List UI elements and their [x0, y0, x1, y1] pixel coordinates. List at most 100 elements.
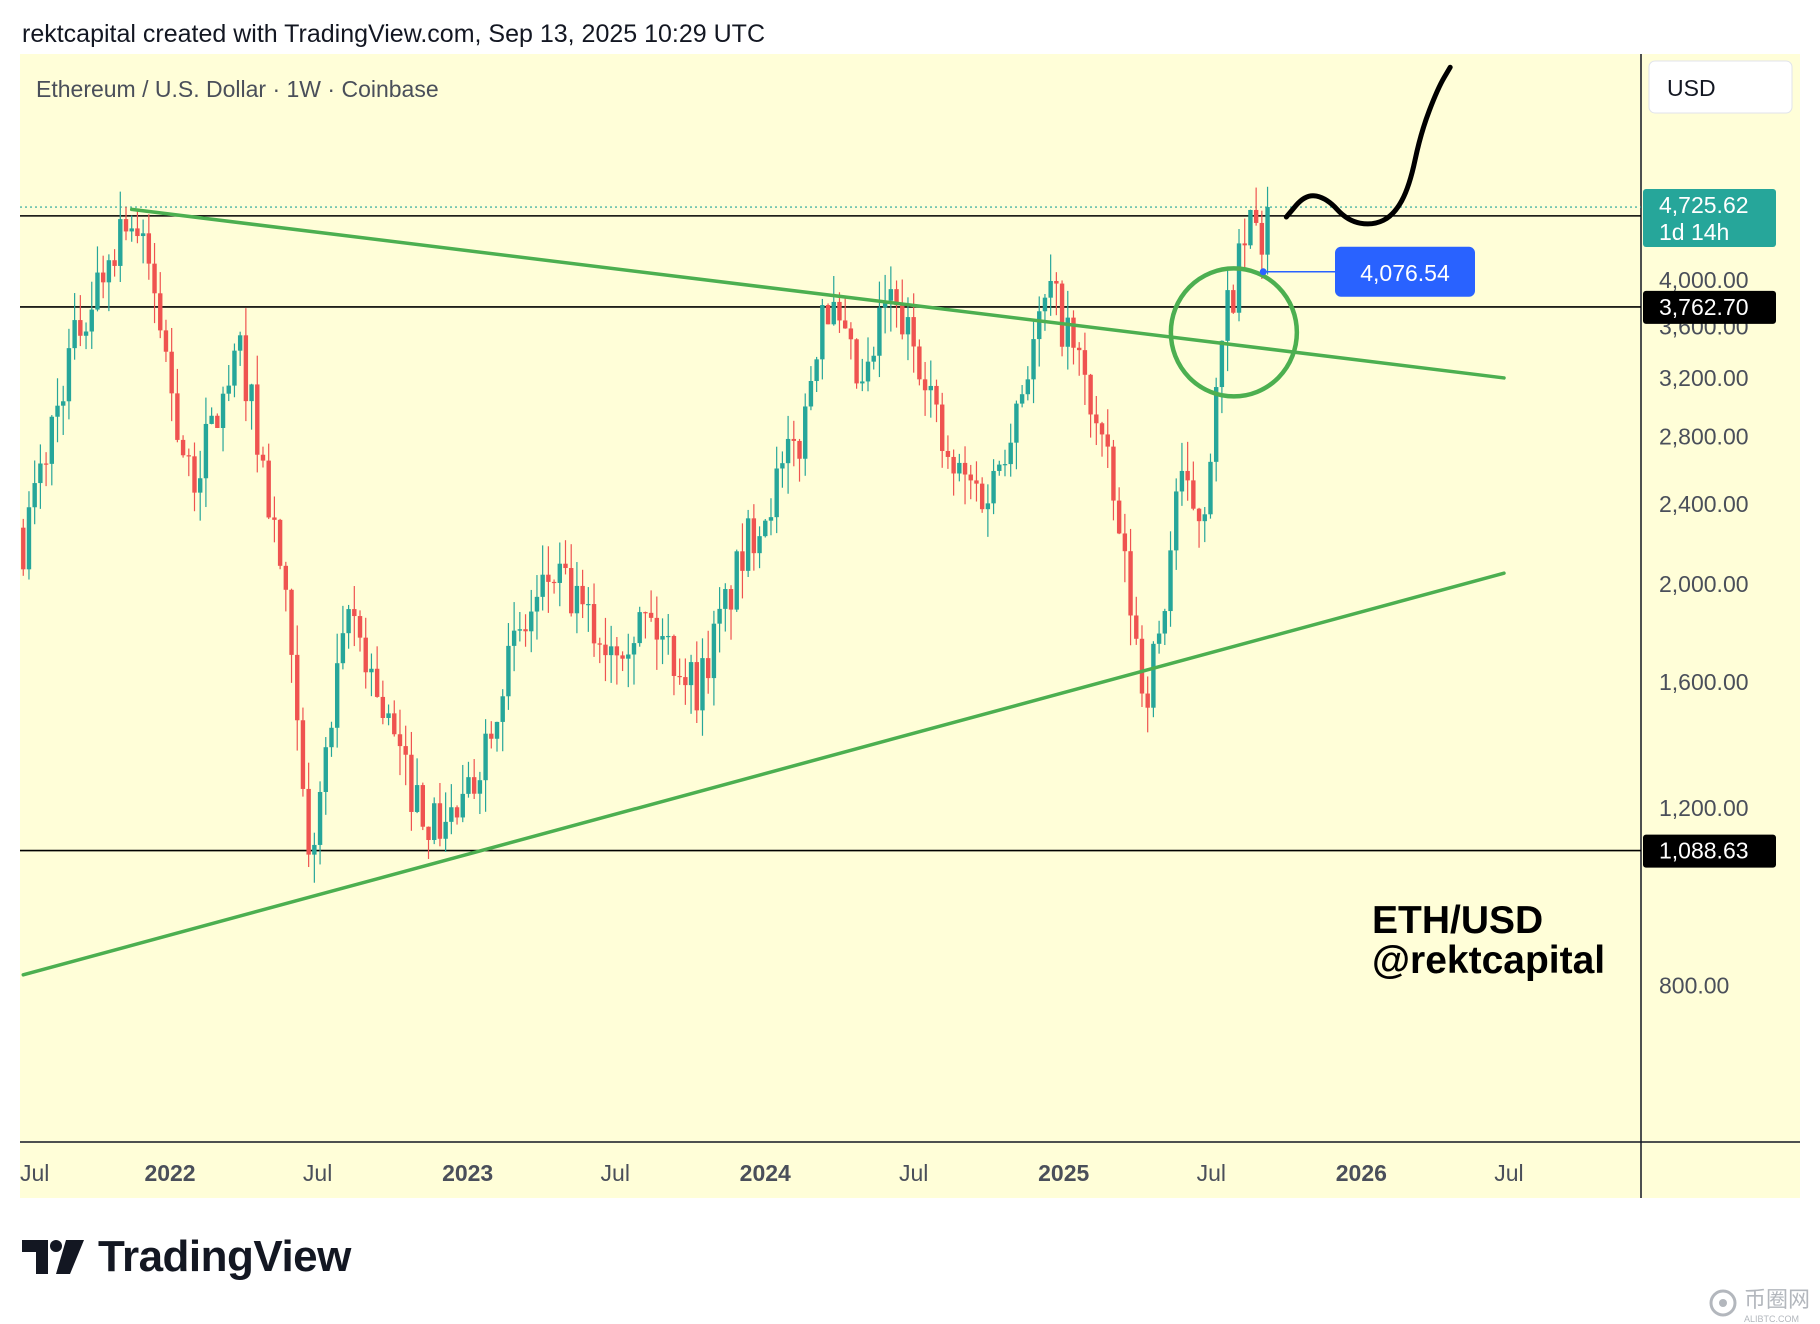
candle-body	[511, 630, 517, 646]
level-price-label-bg	[1643, 834, 1776, 868]
candle-body	[38, 463, 43, 484]
candle	[683, 658, 688, 705]
candle	[603, 617, 608, 682]
candle	[317, 781, 323, 865]
candle	[1111, 439, 1116, 521]
candle	[295, 625, 300, 751]
candle	[831, 276, 836, 326]
candle	[1145, 676, 1150, 733]
candle	[386, 704, 391, 726]
x-tick-label: Jul	[303, 1160, 332, 1186]
candle-body	[454, 807, 460, 818]
candle	[500, 689, 505, 752]
candle-body	[626, 654, 631, 659]
candle	[78, 295, 83, 347]
candle-body	[1014, 403, 1019, 443]
candle	[928, 360, 933, 418]
candle	[392, 700, 397, 737]
candle	[32, 460, 37, 525]
candle-body	[397, 734, 403, 747]
candle	[1082, 332, 1088, 405]
candle-body	[357, 616, 363, 638]
tradingview-logo[interactable]: TradingView	[22, 1232, 351, 1282]
candle	[106, 254, 112, 312]
candle	[1116, 487, 1122, 535]
candle-body	[723, 589, 728, 609]
candle-body	[403, 746, 408, 755]
currency-button[interactable]: USD	[1648, 60, 1793, 114]
candle-body	[55, 405, 60, 417]
candle	[352, 586, 357, 647]
candle-body	[974, 480, 979, 484]
last-price-countdown: 1d 14h	[1659, 219, 1729, 245]
candle	[1151, 641, 1156, 718]
candle	[974, 461, 979, 502]
candle-body	[152, 263, 157, 294]
candle	[1076, 342, 1082, 376]
candle	[551, 579, 557, 594]
candle-body	[1219, 340, 1225, 388]
candle-body	[1145, 693, 1150, 708]
candle-body	[1076, 347, 1082, 351]
candle	[414, 758, 420, 814]
candle	[255, 355, 260, 473]
candle-body	[1196, 508, 1202, 522]
candle-body	[671, 635, 677, 676]
candle	[374, 646, 380, 698]
candle	[466, 761, 471, 798]
candle-body	[768, 517, 774, 521]
candle-body	[905, 317, 911, 335]
candle-body	[1008, 442, 1013, 465]
candle	[198, 450, 203, 521]
candle-body	[449, 807, 454, 822]
candle	[997, 460, 1002, 476]
candle-body	[968, 474, 973, 481]
candle	[1202, 507, 1207, 543]
candle	[780, 451, 785, 488]
candle	[563, 540, 568, 575]
candle-body	[340, 633, 346, 664]
candle-body	[500, 696, 505, 722]
x-tick-label: 2023	[442, 1160, 493, 1186]
candle	[118, 191, 123, 283]
candle	[1208, 453, 1213, 519]
candle-body	[757, 536, 762, 554]
x-tick-label: Jul	[1197, 1160, 1226, 1186]
candle-body	[574, 585, 580, 614]
candle-body	[1231, 290, 1236, 313]
candle-body	[369, 668, 374, 673]
candle	[711, 610, 717, 706]
candle	[591, 583, 597, 657]
candle	[329, 721, 334, 757]
candle-body	[614, 646, 620, 656]
candle-body	[979, 483, 985, 510]
candle	[922, 361, 928, 416]
candle	[557, 542, 562, 607]
candle-body	[83, 331, 89, 336]
candle-body	[277, 519, 283, 566]
candle	[1179, 442, 1185, 506]
candle-body	[1253, 209, 1259, 223]
candle	[945, 435, 951, 469]
candle-body	[1088, 374, 1093, 415]
symbol-label[interactable]: Ethereum / U.S. Dollar · 1W · Coinbase	[36, 76, 439, 102]
candle-body	[540, 574, 545, 597]
candle-body	[306, 788, 311, 855]
candle-body	[985, 503, 991, 510]
level-price-label-text: 1,088.63	[1659, 838, 1749, 864]
candle	[540, 545, 545, 611]
candle	[140, 219, 146, 264]
candle	[21, 518, 26, 576]
candle-body	[654, 617, 660, 640]
candle-body	[118, 219, 123, 266]
candle	[534, 575, 540, 640]
candle	[757, 526, 762, 569]
candle-body	[637, 612, 642, 644]
candle-body	[580, 585, 585, 605]
candle-body	[1151, 643, 1156, 708]
candle-body	[352, 609, 357, 617]
candle	[569, 544, 574, 617]
candle	[1191, 461, 1196, 511]
